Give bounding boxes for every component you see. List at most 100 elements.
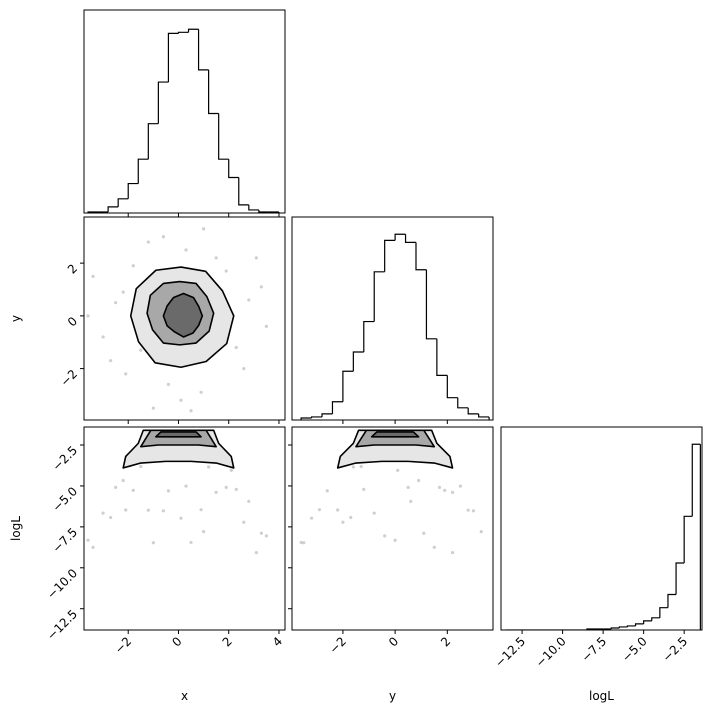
x-axis-label: x bbox=[181, 689, 188, 703]
histogram-step bbox=[436, 338, 448, 376]
scatter-point bbox=[406, 485, 410, 490]
y-tick-label: −2.5 bbox=[50, 443, 81, 474]
histogram-step bbox=[394, 233, 406, 241]
scatter-point bbox=[299, 540, 303, 545]
histogram-step bbox=[626, 625, 636, 627]
scatter-point bbox=[383, 534, 387, 538]
scatter-point bbox=[146, 240, 150, 244]
scatter-point bbox=[396, 468, 400, 472]
scatter-point bbox=[309, 516, 314, 520]
histogram-step bbox=[425, 269, 437, 340]
histogram-step bbox=[457, 397, 469, 409]
contour bbox=[155, 431, 202, 438]
scatter-point bbox=[224, 485, 228, 490]
scatter-point bbox=[114, 301, 118, 305]
histogram-step bbox=[618, 626, 628, 628]
histogram-step bbox=[342, 370, 354, 402]
histogram-step bbox=[643, 620, 652, 624]
histogram-step bbox=[197, 29, 209, 71]
panel-frame bbox=[291, 426, 494, 631]
scatter-point bbox=[247, 298, 251, 302]
y-tick-label: 2 bbox=[65, 261, 80, 276]
scatter-point bbox=[259, 531, 263, 535]
y-tick-label: −5.0 bbox=[50, 484, 81, 515]
contour bbox=[370, 431, 420, 438]
y-axis-label: logL bbox=[9, 516, 23, 541]
scatter-point bbox=[264, 324, 269, 329]
scatter-point bbox=[458, 484, 462, 488]
histogram-step bbox=[384, 239, 396, 272]
histogram-step bbox=[610, 627, 620, 629]
histogram-step bbox=[137, 158, 149, 184]
scatter-point bbox=[224, 269, 228, 273]
scatter-point bbox=[259, 285, 263, 289]
x-tick-label: 0 bbox=[386, 634, 401, 649]
scatter-point bbox=[91, 274, 95, 278]
histogram-step bbox=[238, 177, 249, 206]
panel-plot bbox=[87, 28, 280, 213]
scatter-point bbox=[139, 348, 143, 352]
histogram-step bbox=[651, 617, 660, 621]
scatter-point bbox=[471, 509, 476, 513]
scatter-point bbox=[179, 516, 183, 520]
scatter-point bbox=[372, 511, 376, 515]
histogram-step bbox=[683, 515, 693, 564]
scatter-point bbox=[114, 485, 118, 490]
scatter-point bbox=[151, 541, 155, 545]
scatter-point bbox=[207, 465, 211, 469]
scatter-point bbox=[166, 489, 171, 493]
scatter-point bbox=[229, 468, 233, 472]
x-tick-label: 0 bbox=[169, 634, 184, 649]
histogram-step bbox=[321, 413, 333, 417]
scatter-point bbox=[242, 366, 246, 371]
histogram-step bbox=[404, 234, 416, 243]
histogram-step bbox=[147, 123, 159, 160]
panel-plot bbox=[505, 443, 701, 630]
panel-frame bbox=[83, 426, 286, 631]
x-axis-label: logL bbox=[589, 689, 614, 703]
panel-frame bbox=[83, 9, 286, 214]
histogram-step bbox=[248, 204, 259, 211]
histogram-step bbox=[127, 182, 139, 199]
scatter-point bbox=[201, 530, 206, 534]
scatter-point bbox=[86, 538, 90, 542]
y-tick-label: 0 bbox=[65, 314, 80, 329]
histogram-step bbox=[228, 159, 239, 179]
histogram-step bbox=[467, 407, 479, 415]
scatter-point bbox=[179, 398, 183, 402]
scatter-point bbox=[189, 540, 193, 545]
scatter-point bbox=[432, 545, 436, 549]
scatter-point bbox=[325, 489, 329, 493]
y-tick-label: −10.0 bbox=[44, 566, 80, 602]
scatter-point bbox=[234, 487, 238, 491]
contour bbox=[162, 292, 204, 338]
x-axis-label: y bbox=[389, 689, 396, 703]
x-tick-label: 2 bbox=[220, 634, 235, 649]
scatter-point bbox=[121, 290, 125, 294]
scatter-point bbox=[336, 508, 340, 512]
scatter-point bbox=[166, 382, 171, 387]
x-tick-label: −2.5 bbox=[660, 634, 691, 665]
scatter-point bbox=[121, 478, 125, 483]
scatter-point bbox=[199, 390, 203, 394]
scatter-point bbox=[109, 359, 113, 363]
panel-frame bbox=[83, 216, 286, 421]
scatter-point bbox=[101, 511, 105, 515]
panel-plot bbox=[86, 429, 269, 555]
panel-plot bbox=[299, 429, 483, 555]
histogram-step bbox=[258, 209, 269, 213]
x-tick-label: −7.5 bbox=[579, 634, 610, 665]
x-tick-label: 4 bbox=[270, 634, 285, 649]
histogram-step bbox=[107, 206, 119, 212]
histogram-step bbox=[300, 417, 312, 420]
scatter-point bbox=[214, 490, 218, 494]
scatter-point bbox=[139, 464, 143, 469]
histogram-step bbox=[667, 593, 677, 608]
panel-frame bbox=[291, 216, 494, 421]
histogram-step bbox=[352, 351, 364, 372]
histogram-step bbox=[187, 28, 199, 33]
scatter-point bbox=[161, 509, 165, 513]
scatter-point bbox=[417, 478, 421, 483]
histogram-step bbox=[446, 375, 458, 399]
scatter-point bbox=[443, 488, 447, 492]
